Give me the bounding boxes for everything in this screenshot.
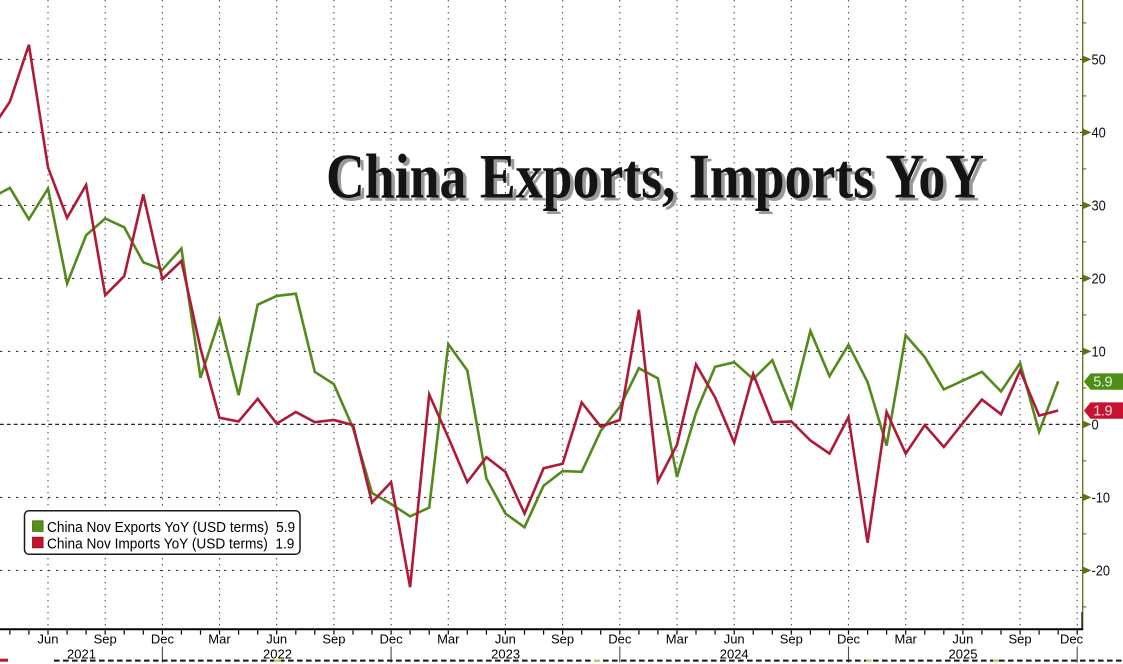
svg-text:20: 20	[1092, 271, 1107, 287]
svg-text:-10: -10	[1092, 490, 1111, 506]
svg-text:Sep: Sep	[322, 632, 345, 647]
svg-text:Dec: Dec	[151, 632, 175, 647]
svg-text:50: 50	[1092, 52, 1107, 68]
svg-text:Dec: Dec	[1060, 632, 1084, 647]
svg-text:1.9: 1.9	[1093, 404, 1112, 420]
svg-text:Mar: Mar	[208, 632, 231, 647]
svg-text:2021: 2021	[67, 647, 96, 662]
svg-text:10: 10	[1092, 344, 1107, 360]
svg-text:China Nov Imports YoY (USD ter: China Nov Imports YoY (USD terms) 1.9	[47, 535, 295, 551]
svg-text:2022: 2022	[263, 647, 292, 662]
svg-text:Mar: Mar	[666, 632, 689, 647]
svg-text:China Exports, Imports YoY: China Exports, Imports YoY	[326, 140, 984, 211]
svg-text:Jun: Jun	[952, 632, 973, 647]
svg-text:40: 40	[1092, 125, 1107, 141]
svg-text:2023: 2023	[491, 647, 520, 662]
svg-text:5.9: 5.9	[1093, 375, 1112, 391]
svg-text:Sep: Sep	[551, 632, 574, 647]
svg-text:Sep: Sep	[94, 632, 117, 647]
svg-text:Jun: Jun	[266, 632, 287, 647]
svg-text:0: 0	[1092, 417, 1099, 433]
svg-text:Dec: Dec	[608, 632, 632, 647]
svg-text:-20: -20	[1092, 563, 1111, 579]
svg-text:30: 30	[1092, 198, 1107, 214]
svg-text:Mar: Mar	[895, 632, 918, 647]
svg-text:Dec: Dec	[380, 632, 404, 647]
svg-text:Mar: Mar	[437, 632, 460, 647]
svg-text:Dec: Dec	[837, 632, 861, 647]
svg-text:Jun: Jun	[495, 632, 516, 647]
svg-text:2025: 2025	[949, 647, 978, 662]
svg-text:Jun: Jun	[38, 632, 59, 647]
svg-text:Sep: Sep	[780, 632, 803, 647]
svg-text:2024: 2024	[720, 647, 749, 662]
svg-text:China Exports, Imports YoY: China Exports, Imports YoY	[329, 143, 987, 214]
svg-text:Sep: Sep	[1009, 632, 1032, 647]
svg-text:China Nov Exports YoY (USD ter: China Nov Exports YoY (USD terms) 5.9	[47, 519, 295, 535]
svg-text:Jun: Jun	[724, 632, 745, 647]
